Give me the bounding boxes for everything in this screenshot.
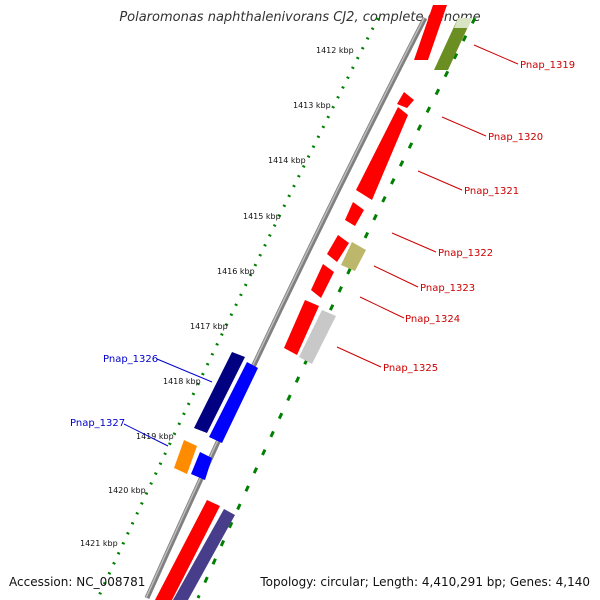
tick-label-1412: 1412 kbp [316, 46, 354, 55]
accession-text: Accession: NC_008781 [9, 575, 146, 589]
gene-bottom-red[interactable] [155, 500, 220, 600]
gene-pnap-1320[interactable] [397, 92, 414, 108]
gene-label-pnap-1323[interactable]: Pnap_1323 [420, 283, 475, 294]
gene-label-pnap-1326[interactable]: Pnap_1326 [103, 354, 158, 365]
gene-label-pnap-1321[interactable]: Pnap_1321 [464, 186, 519, 197]
tick-label-1415: 1415 kbp [243, 212, 281, 221]
gene-pnap-1325-b[interactable] [299, 310, 336, 364]
tick-label-1421: 1421 kbp [80, 539, 118, 548]
gene-pnap-1323-a[interactable] [327, 235, 349, 262]
gene-pnap-1325-a[interactable] [284, 300, 319, 355]
gene-label-pnap-1324[interactable]: Pnap_1324 [405, 314, 460, 325]
gene-pnap-1319-a[interactable] [414, 5, 447, 60]
map-title: Polaromonas naphthalenivorans CJ2, compl… [119, 10, 481, 25]
gene-pnap-1321[interactable] [356, 107, 408, 200]
tick-label-1418: 1418 kbp [163, 377, 201, 386]
gene-pnap-1327-a[interactable] [174, 440, 197, 474]
gene-pnap-1324[interactable] [311, 264, 334, 298]
gene-label-pnap-1327[interactable]: Pnap_1327 [70, 418, 125, 429]
tick-label-1414: 1414 kbp [268, 156, 306, 165]
gene-bottom-slate[interactable] [173, 509, 235, 600]
tick-label-1416: 1416 kbp [217, 267, 255, 276]
gene-pnap-1326-a[interactable] [194, 352, 245, 433]
genome-summary-text: Topology: circular; Length: 4,410,291 bp… [260, 575, 590, 589]
gene-pnap-1323-b[interactable] [341, 242, 366, 271]
tick-label-1417: 1417 kbp [190, 322, 228, 331]
gene-pnap-1327-b[interactable] [191, 452, 212, 480]
tick-label-1413: 1413 kbp [293, 101, 331, 110]
gene-label-pnap-1325[interactable]: Pnap_1325 [383, 363, 438, 374]
gene-pnap-1326-b[interactable] [209, 362, 258, 443]
gene-label-pnap-1322[interactable]: Pnap_1322 [438, 248, 493, 259]
gene-label-pnap-1319[interactable]: Pnap_1319 [520, 60, 575, 71]
genome-backbone [144, 16, 428, 600]
outer-ruler-line [96, 17, 380, 599]
gene-pnap-1322[interactable] [345, 202, 364, 226]
gene-pnap-1319-b[interactable] [434, 18, 472, 70]
tick-label-1419: 1419 kbp [136, 432, 174, 441]
gene-label-pnap-1320[interactable]: Pnap_1320 [488, 132, 543, 143]
inner-ruler-line [196, 17, 477, 599]
tick-label-1420: 1420 kbp [108, 486, 146, 495]
